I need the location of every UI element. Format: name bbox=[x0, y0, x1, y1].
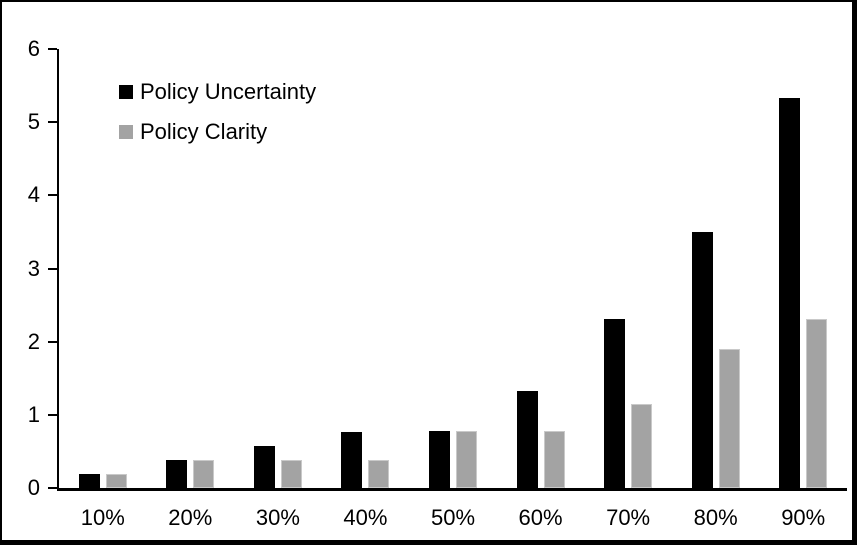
bar-policy-clarity-70% bbox=[631, 404, 653, 488]
x-axis-label-70%: 70% bbox=[606, 505, 651, 530]
bar-policy-clarity-30% bbox=[280, 460, 302, 488]
x-axis-label-40%: 40% bbox=[343, 505, 388, 530]
legend-label-policy-clarity: Policy Clarity bbox=[140, 119, 268, 144]
bar-policy-uncertainty-30% bbox=[253, 446, 275, 488]
x-axis-label-80%: 80% bbox=[693, 505, 738, 530]
bar-policy-clarity-90% bbox=[806, 319, 828, 488]
plot-area bbox=[48, 48, 847, 491]
x-axis-label-90%: 90% bbox=[781, 505, 826, 530]
bar-policy-clarity-80% bbox=[718, 349, 740, 488]
y-axis-label-3: 3 bbox=[27, 255, 40, 281]
bar-policy-clarity-50% bbox=[456, 431, 477, 488]
legend-swatch-policy-uncertainty-icon bbox=[119, 85, 133, 99]
y-axis-tick-3 bbox=[48, 267, 57, 270]
x-axis-label-30%: 30% bbox=[255, 505, 300, 530]
y-axis-tick-2 bbox=[48, 340, 57, 343]
bar-policy-uncertainty-40% bbox=[341, 432, 363, 488]
legend-label-policy-uncertainty: Policy Uncertainty bbox=[140, 79, 317, 104]
y-axis-tick-4 bbox=[48, 194, 57, 197]
bar-policy-uncertainty-50% bbox=[429, 431, 450, 488]
y-axis-tick-1 bbox=[48, 413, 57, 416]
legend-swatch-policy-clarity-icon bbox=[119, 125, 133, 139]
y-axis-label-1: 1 bbox=[27, 401, 40, 427]
bar-policy-uncertainty-20% bbox=[166, 460, 188, 488]
bar-policy-uncertainty-10% bbox=[78, 474, 100, 488]
legend-item-policy-uncertainty: Policy Uncertainty bbox=[119, 79, 317, 104]
legend-item-policy-clarity: Policy Clarity bbox=[119, 119, 316, 144]
y-axis-label-6: 6 bbox=[27, 36, 40, 61]
bar-policy-uncertainty-80% bbox=[691, 232, 713, 488]
x-axis-label-10%: 10% bbox=[80, 505, 125, 530]
y-axis-label-5: 5 bbox=[27, 109, 40, 135]
bar-policy-clarity-20% bbox=[193, 460, 215, 488]
y-axis-label-2: 2 bbox=[27, 328, 40, 354]
x-axis-label-50%: 50% bbox=[430, 505, 476, 530]
legend: Policy Uncertainty Policy Clarity bbox=[119, 79, 317, 161]
bar-policy-clarity-10% bbox=[105, 474, 127, 488]
x-axis-label-20%: 20% bbox=[168, 505, 213, 530]
bar-policy-uncertainty-70% bbox=[604, 319, 626, 488]
bar-policy-uncertainty-60% bbox=[516, 391, 538, 488]
bar-policy-clarity-60% bbox=[543, 431, 565, 488]
y-axis-tick-5 bbox=[48, 121, 57, 124]
x-axis-label-60%: 60% bbox=[518, 505, 563, 530]
bar-policy-uncertainty-90% bbox=[779, 98, 801, 488]
y-axis-label-4: 4 bbox=[27, 182, 40, 208]
bar-policy-clarity-40% bbox=[368, 460, 390, 488]
y-axis-tick-6 bbox=[48, 48, 57, 50]
y-axis-label-0: 0 bbox=[27, 475, 40, 500]
y-axis-tick-0 bbox=[48, 487, 57, 489]
